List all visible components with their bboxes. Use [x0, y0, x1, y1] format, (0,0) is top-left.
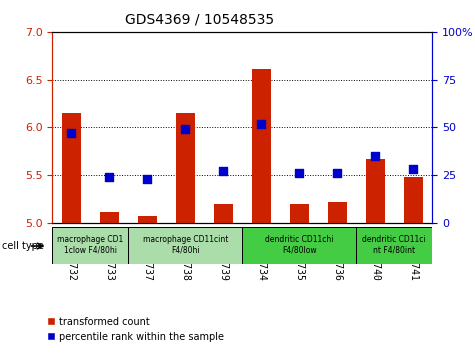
Text: cell type: cell type [2, 241, 44, 251]
Text: macrophage CD11cint
F4/80hi: macrophage CD11cint F4/80hi [142, 235, 228, 255]
Point [67, 130, 75, 136]
Bar [138, 216, 157, 223]
Bar [62, 113, 81, 223]
Bar [52, 227, 128, 264]
Text: dendritic CD11ci
nt F4/80int: dendritic CD11ci nt F4/80int [362, 235, 426, 255]
Point [409, 167, 417, 172]
Bar [404, 177, 423, 223]
Text: GDS4369 / 10548535: GDS4369 / 10548535 [125, 12, 274, 27]
Bar [242, 227, 356, 264]
Point [105, 174, 113, 180]
Point [143, 176, 151, 182]
Point [333, 171, 341, 176]
Bar [328, 202, 347, 223]
Text: macrophage CD1
1clow F4/80hi: macrophage CD1 1clow F4/80hi [57, 235, 124, 255]
Point [295, 171, 303, 176]
Bar [176, 113, 195, 223]
Bar [128, 227, 242, 264]
Bar [290, 204, 309, 223]
Bar [100, 212, 119, 223]
Point [219, 169, 227, 174]
Text: dendritic CD11chi
F4/80low: dendritic CD11chi F4/80low [265, 235, 333, 255]
Bar [366, 159, 385, 223]
Bar [214, 204, 233, 223]
Point [181, 126, 189, 132]
Legend: transformed count, percentile rank within the sample: transformed count, percentile rank withi… [43, 313, 228, 346]
Point [371, 153, 379, 159]
Bar [252, 69, 271, 223]
Bar [356, 227, 432, 264]
Point [257, 121, 265, 126]
